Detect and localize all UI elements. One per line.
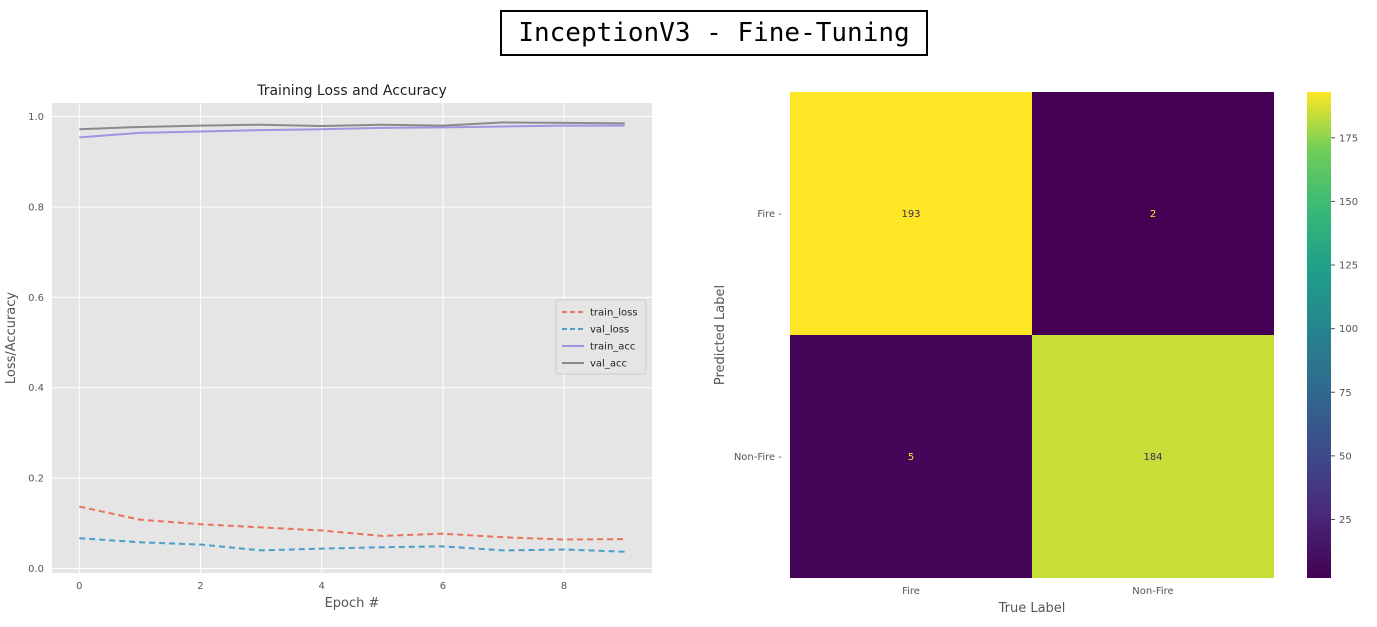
- y-tick-label: 0.0: [28, 564, 44, 575]
- series-line-val-loss: [79, 537, 625, 553]
- legend: train_loss val_loss train_acc val_acc: [555, 299, 647, 375]
- line-chart-ylabel: Loss/Accuracy: [4, 292, 19, 385]
- legend-entry: train_acc: [590, 342, 635, 353]
- line-chart: 0 2 4 6 8 0.0 0.2 0.4 0.6 0.8 1.0 Training Loss a…: [4, 83, 652, 611]
- colorbar-tick-label: 25: [1339, 515, 1352, 526]
- matrix-x-tick: Non-Fire: [1132, 586, 1173, 597]
- figure-title: InceptionV3 - Fine-Tuning: [500, 10, 928, 56]
- y-tick-labels: 0.0 0.2 0.4 0.6 0.8 1.0: [28, 112, 44, 575]
- cell-value: 193: [901, 209, 920, 220]
- x-tick-labels: 0 2 4 6 8: [76, 581, 567, 592]
- y-tick-label: 0.4: [28, 383, 44, 394]
- plot-background: [52, 103, 652, 573]
- grid-lines: [52, 103, 652, 573]
- series-line-train-acc: [79, 124, 625, 139]
- matrix-cell: [790, 335, 1032, 578]
- colorbar-tick-label: 100: [1339, 324, 1358, 335]
- colorbar-tick-label: 125: [1339, 261, 1358, 272]
- matrix-cell: [1032, 92, 1274, 335]
- cell-value: 5: [908, 452, 914, 463]
- series-lines: [79, 121, 625, 553]
- y-tick-label: 0.8: [28, 202, 44, 213]
- colorbar-tick-label: 75: [1339, 388, 1352, 399]
- y-tick-label: 0.2: [28, 474, 44, 485]
- x-tick-label: 6: [440, 581, 446, 592]
- colorbar-tick-label: 50: [1339, 451, 1352, 462]
- series-line-val-acc: [79, 121, 625, 131]
- legend-box: [555, 299, 647, 375]
- colorbar: [1307, 92, 1331, 578]
- x-tick-label: 2: [197, 581, 203, 592]
- legend-entry: train_loss: [590, 308, 638, 319]
- cell-value: 2: [1150, 209, 1156, 220]
- matrix-cell: [790, 92, 1032, 335]
- line-chart-title: Training Loss and Accuracy: [256, 83, 447, 99]
- matrix-ylabel: Predicted Label: [713, 285, 728, 385]
- matrix-xlabel: True Label: [998, 601, 1066, 616]
- series-line-train-loss: [79, 505, 625, 541]
- colorbar-tick-label: 175: [1339, 133, 1358, 144]
- matrix-tick-labels: Fire Non-Fire Fire - Non-Fire -: [734, 209, 1174, 597]
- legend-entry: val_loss: [590, 325, 629, 336]
- matrix-y-tick: Fire -: [757, 209, 782, 220]
- x-tick-label: 8: [561, 581, 567, 592]
- cell-value: 184: [1143, 452, 1162, 463]
- x-tick-label: 4: [319, 581, 325, 592]
- matrix-cell: [1032, 335, 1274, 578]
- matrix-cells: 193 2 5 184: [790, 92, 1274, 578]
- colorbar-tick-label: 150: [1339, 197, 1358, 208]
- matrix-y-tick: Non-Fire -: [734, 452, 783, 463]
- y-tick-label: 1.0: [28, 112, 44, 123]
- line-chart-xlabel: Epoch #: [325, 596, 380, 611]
- matrix-x-tick: Fire: [902, 586, 920, 597]
- x-tick-label: 0: [76, 581, 82, 592]
- legend-entry: val_acc: [590, 359, 627, 370]
- colorbar-ticks: 25 50 75 100 125 150 175: [1331, 133, 1358, 526]
- y-tick-label: 0.6: [28, 293, 44, 304]
